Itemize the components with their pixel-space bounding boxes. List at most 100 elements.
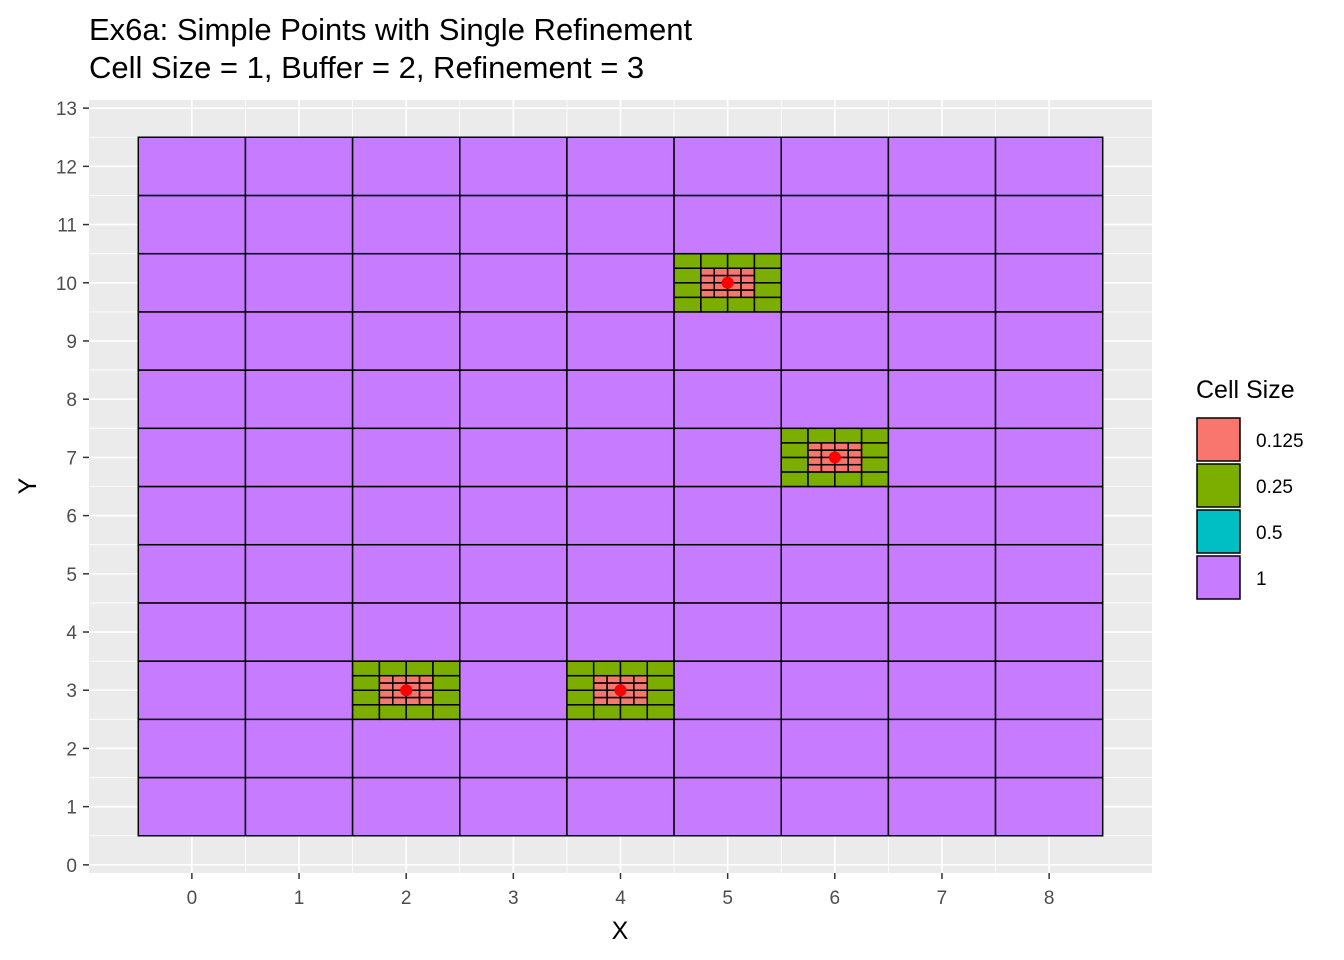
grid-cell: [566, 252, 675, 313]
grid-cell: [378, 704, 407, 721]
grid-cell: [807, 471, 836, 488]
grid-cell: [860, 427, 890, 444]
grid-cell: [418, 696, 434, 706]
grid-cell: [780, 543, 890, 604]
grid-cell: [646, 674, 675, 691]
y-tick-label: 4: [66, 623, 77, 644]
grid-cell: [405, 704, 434, 721]
grid-cell: [459, 602, 568, 662]
grid-cell: [780, 442, 809, 459]
grid-cell: [673, 776, 782, 837]
grid-cell: [351, 689, 381, 706]
grid-cell: [887, 311, 997, 371]
grid-cell: [673, 427, 782, 488]
x-tick-label: 0: [187, 888, 198, 909]
grid-cell: [606, 674, 622, 684]
grid-cell: [700, 274, 716, 284]
grid-cell: [137, 776, 247, 837]
grid-cell: [834, 471, 863, 488]
grid-cell: [700, 267, 716, 277]
grid-cell: [137, 485, 247, 546]
grid-cell: [459, 485, 568, 546]
grid-cell: [351, 602, 461, 662]
grid-cell: [780, 718, 890, 779]
grid-cell: [351, 427, 461, 488]
grid-cell: [780, 252, 890, 313]
legend: Cell Size 0.125 0.25 0.5 1: [1196, 376, 1304, 600]
y-axis-title: Y: [14, 477, 42, 494]
grid-cell: [592, 704, 622, 721]
y-tick-label: 1: [66, 798, 77, 819]
grid-cell: [351, 660, 381, 677]
grid-cell: [459, 427, 568, 488]
grid-cell: [619, 674, 635, 684]
grid-cell: [700, 282, 716, 291]
grid-cell: [887, 485, 997, 546]
grid-cell: [351, 369, 461, 430]
grid-cell: [137, 369, 247, 430]
grid-cell: [673, 296, 702, 313]
grid-cell: [432, 674, 461, 691]
grid-cell: [887, 427, 997, 488]
grid-cell: [418, 674, 434, 684]
grid-cell: [244, 602, 354, 662]
grid-cell: [860, 456, 890, 473]
x-tick-label: 2: [401, 888, 412, 909]
grid-cell: [137, 660, 247, 721]
grid-cell: [244, 136, 354, 197]
grid-cell: [566, 543, 675, 604]
grid-cell: [994, 136, 1104, 197]
grid-cell: [566, 311, 675, 371]
grid-cell: [137, 194, 247, 255]
grid-cell: [137, 427, 247, 488]
grid-cell: [418, 689, 434, 699]
grid-cell: [673, 136, 782, 197]
grid-cell: [700, 296, 729, 313]
grid-cell: [807, 442, 823, 451]
grid-cell: [673, 282, 702, 299]
grid-cell: [713, 267, 729, 277]
grid-cell: [780, 776, 890, 837]
grid-cell: [633, 674, 649, 684]
y-tick-label: 8: [66, 390, 77, 411]
grid-cell: [592, 689, 608, 699]
grid-cell: [994, 660, 1104, 721]
grid-cell: [137, 602, 247, 662]
grid-cell: [351, 252, 461, 313]
grid-cell: [994, 369, 1104, 430]
grid-cell: [753, 252, 782, 269]
grid-cell: [418, 682, 434, 691]
x-tick-label: 5: [722, 888, 733, 909]
grid-cell: [592, 660, 622, 677]
grid-cell: [673, 602, 782, 662]
grid-cell: [566, 704, 595, 721]
grid-cell: [378, 660, 407, 677]
grid-cell: [673, 485, 782, 546]
grid-cell: [351, 311, 461, 371]
refinement-point: [400, 684, 413, 697]
grid-cell: [566, 674, 595, 691]
grid-cell: [887, 369, 997, 430]
grid-cell: [566, 718, 675, 779]
grid-cell: [405, 660, 434, 677]
grid-cell: [566, 427, 675, 488]
legend-title: Cell Size: [1196, 376, 1295, 404]
grid-cell: [646, 689, 675, 706]
grid-cell: [673, 194, 782, 255]
grid-cell: [633, 682, 649, 691]
grid-cell: [619, 696, 635, 706]
legend-label: 0.25: [1256, 477, 1293, 498]
legend-label: 0.5: [1256, 523, 1282, 544]
grid-cell: [244, 369, 354, 430]
grid-cell: [244, 718, 354, 779]
grid-cell: [351, 776, 461, 837]
y-tick-label: 12: [56, 157, 77, 178]
grid-cell: [405, 696, 421, 706]
grid-cell: [847, 449, 863, 459]
legend-label: 0.125: [1256, 431, 1304, 452]
grid-cell: [244, 427, 354, 488]
grid-cell: [646, 704, 675, 721]
legend-key: [1196, 509, 1241, 554]
grid-cell: [780, 369, 890, 430]
